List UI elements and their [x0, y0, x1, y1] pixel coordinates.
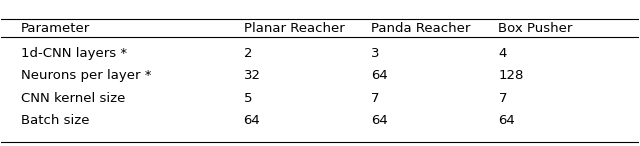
Text: CNN kernel size: CNN kernel size — [20, 92, 125, 105]
Text: Neurons per layer *: Neurons per layer * — [20, 69, 151, 82]
Text: 1d-CNN layers *: 1d-CNN layers * — [20, 47, 127, 60]
Text: 2: 2 — [244, 47, 252, 60]
Text: 64: 64 — [244, 114, 260, 127]
Text: Parameter: Parameter — [20, 22, 90, 35]
Text: 64: 64 — [371, 114, 388, 127]
Text: 7: 7 — [371, 92, 380, 105]
Text: Box Pusher: Box Pusher — [499, 22, 573, 35]
Text: 4: 4 — [499, 47, 507, 60]
Text: 7: 7 — [499, 92, 507, 105]
Text: 128: 128 — [499, 69, 524, 82]
Text: 64: 64 — [499, 114, 515, 127]
Text: 64: 64 — [371, 69, 388, 82]
Text: 32: 32 — [244, 69, 260, 82]
Text: 3: 3 — [371, 47, 380, 60]
Text: Batch size: Batch size — [20, 114, 89, 127]
Text: Planar Reacher: Planar Reacher — [244, 22, 344, 35]
Text: Panda Reacher: Panda Reacher — [371, 22, 470, 35]
Text: 5: 5 — [244, 92, 252, 105]
